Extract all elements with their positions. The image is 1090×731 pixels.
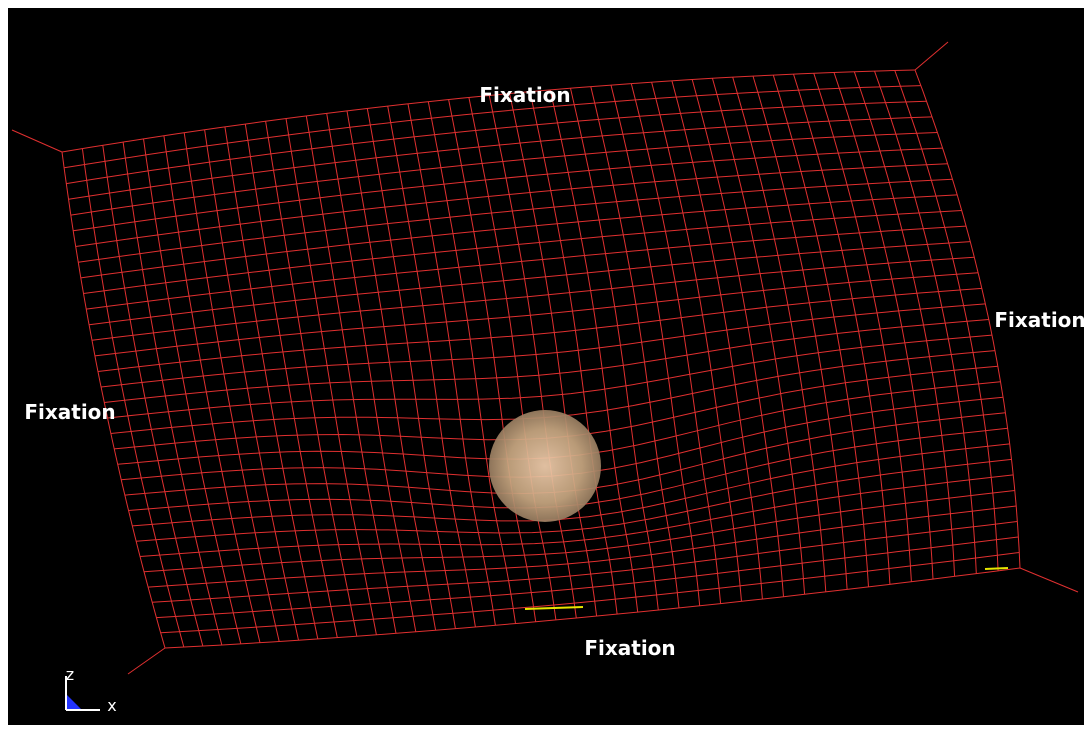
triad-x-label: x xyxy=(107,696,116,715)
sphere xyxy=(489,410,601,522)
page: Fixation Fixation Fixation Fixation z x … xyxy=(0,0,1090,731)
triad-z-label: z xyxy=(66,665,74,684)
label-top: Fixation xyxy=(479,83,570,107)
fixation-edge xyxy=(985,568,1008,569)
label-right: Fixation xyxy=(994,308,1085,332)
label-left: Fixation xyxy=(24,400,115,424)
background xyxy=(8,8,1084,725)
viewport: Fixation Fixation Fixation Fixation z x xyxy=(0,0,1090,731)
label-bottom: Fixation xyxy=(584,636,675,660)
